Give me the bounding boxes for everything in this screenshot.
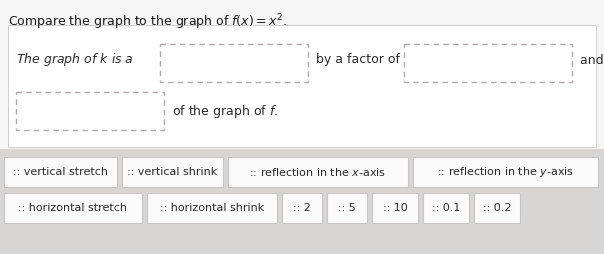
Text: :: 5: :: 5 [338,203,356,213]
FancyBboxPatch shape [0,149,604,254]
Text: :: 0.1: :: 0.1 [432,203,460,213]
FancyBboxPatch shape [372,193,418,223]
FancyBboxPatch shape [327,193,367,223]
Text: :: reflection in the $y$-axis: :: reflection in the $y$-axis [437,165,574,179]
FancyBboxPatch shape [122,157,223,187]
FancyBboxPatch shape [474,193,520,223]
FancyBboxPatch shape [4,193,142,223]
Text: :: 10: :: 10 [382,203,407,213]
Text: :: reflection in the $x$-axis: :: reflection in the $x$-axis [249,166,387,178]
Text: :: 0.2: :: 0.2 [483,203,511,213]
FancyBboxPatch shape [282,193,322,223]
Text: and a: and a [580,54,604,67]
FancyBboxPatch shape [413,157,598,187]
Text: :: horizontal shrink: :: horizontal shrink [160,203,264,213]
Bar [404,44,572,82]
Text: :: horizontal stretch: :: horizontal stretch [19,203,127,213]
Bar [16,92,164,130]
Bar [160,44,308,82]
FancyBboxPatch shape [8,25,596,147]
FancyBboxPatch shape [147,193,277,223]
FancyBboxPatch shape [228,157,408,187]
Text: :: vertical shrink: :: vertical shrink [127,167,217,177]
Text: by a factor of: by a factor of [316,54,400,67]
FancyBboxPatch shape [4,157,117,187]
Text: The graph of $k$ is a: The graph of $k$ is a [16,52,134,69]
Text: of the graph of $f$.: of the graph of $f$. [172,103,278,119]
FancyBboxPatch shape [423,193,469,223]
Text: Compare the graph to the graph of $f(x) = x^2$.: Compare the graph to the graph of $f(x) … [8,12,287,31]
Text: :: 2: :: 2 [293,203,311,213]
Text: :: vertical stretch: :: vertical stretch [13,167,108,177]
